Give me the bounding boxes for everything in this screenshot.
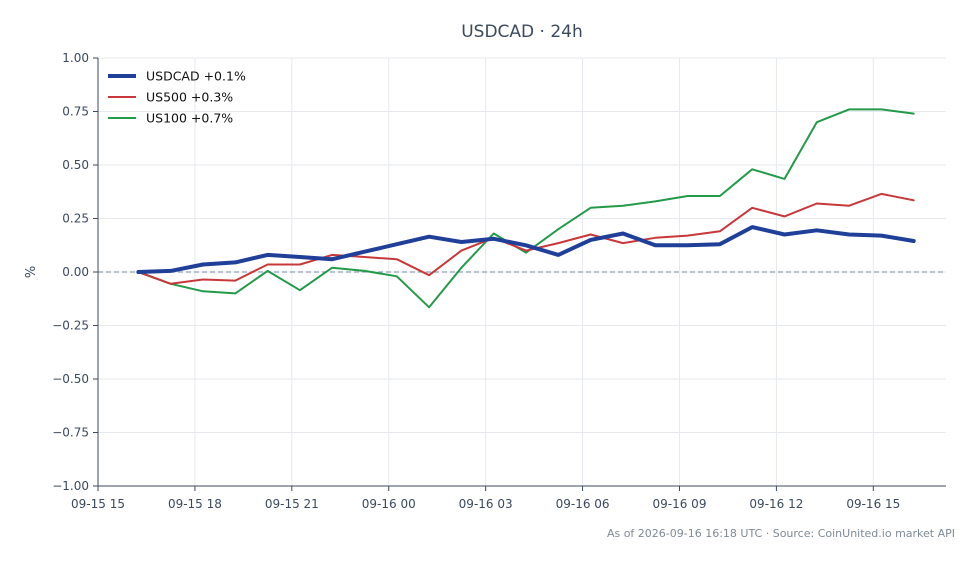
x-axis-ticks: 09-15 15 09-15 18 09-15 21 09-16 00 09-16 03…: [71, 486, 900, 511]
y-tick-label: −0.75: [52, 426, 89, 440]
series-lines: [136, 108, 916, 309]
y-tick-label: 0.25: [62, 212, 89, 226]
y-axis-label: %: [24, 266, 39, 278]
legend-label-0: USDCAD +0.1%: [146, 69, 246, 84]
y-tick-label: −0.50: [52, 372, 89, 386]
x-tick-label: 09-16 00: [362, 497, 416, 511]
x-tick-label: 09-15 18: [168, 497, 222, 511]
x-tick-label: 09-15 21: [265, 497, 319, 511]
series-line-2: [137, 108, 915, 309]
series-line-0: [136, 225, 916, 274]
y-tick-label: 0.00: [62, 265, 89, 279]
y-tick-label: −0.25: [52, 319, 89, 333]
legend-label-2: US100 +0.7%: [146, 111, 233, 126]
y-tick-label: 0.75: [62, 105, 89, 119]
y-tick-label: −1.00: [52, 479, 89, 493]
x-tick-label: 09-16 09: [653, 497, 707, 511]
x-tick-label: 09-16 12: [749, 497, 803, 511]
chart-title: USDCAD · 24h: [461, 22, 583, 42]
source-footer: As of 2026-09-16 16:18 UTC · Source: Coi…: [607, 527, 955, 540]
series-line-1: [137, 192, 915, 285]
legend: USDCAD +0.1% US500 +0.3% US100 +0.7%: [108, 69, 246, 126]
x-tick-label: 09-16 06: [556, 497, 610, 511]
y-axis-ticks: 1.00 0.75 0.50 0.25 0.00 −0.25 −0.50 −0.75 −1.00: [52, 51, 98, 493]
legend-label-1: US500 +0.3%: [146, 90, 233, 105]
x-tick-label: 09-15 15: [71, 497, 125, 511]
y-tick-label: 1.00: [62, 51, 89, 65]
y-tick-label: 0.50: [62, 158, 89, 172]
x-tick-label: 09-16 15: [846, 497, 900, 511]
x-tick-label: 09-16 03: [459, 497, 513, 511]
